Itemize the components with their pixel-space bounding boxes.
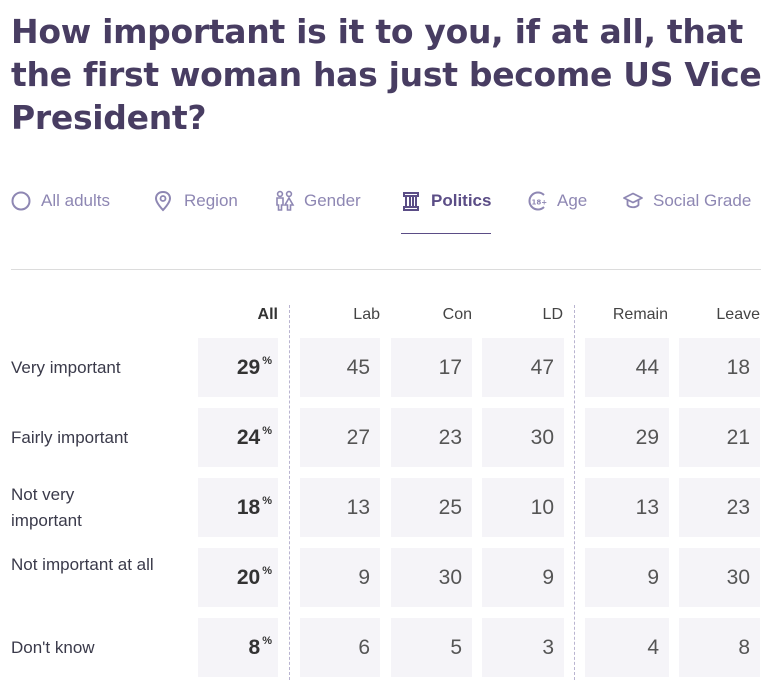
column-header-ld: LD [542,306,563,323]
table-cell-all: 8% [198,618,278,677]
graduation-cap-icon [623,192,643,209]
column-header-all: All [257,306,278,323]
row-label: Don't know [11,638,95,657]
table-cell: 13 [585,478,669,537]
tab-all-adults[interactable]: All adults [11,190,110,233]
table-cell: 21 [679,408,760,467]
tab-label: Politics [431,191,492,210]
percent-sign: % [262,565,272,577]
table-cell: 8 [679,618,760,677]
column-header-con: Con [442,306,472,323]
table-cell: 44 [585,338,669,397]
cell-value: 24 [236,425,261,449]
tab-label: Age [557,191,588,210]
tab-politics[interactable]: Politics [401,190,492,234]
tab-label: Region [184,191,238,210]
table-cell: 9 [585,548,669,607]
table-cell: 23 [679,478,760,537]
table-cell: 30 [679,548,760,607]
table-cell-all: 20% [198,548,278,607]
table-cell: 18 [679,338,760,397]
table-cell: 30 [391,548,472,607]
table-cell: 23 [391,408,472,467]
column-separator [574,305,575,680]
politics-icon [403,192,419,211]
cell-value: 29 [236,355,261,379]
column-header-leave: Leave [716,306,760,323]
gender-icon [276,190,295,211]
table-cell: 30 [482,408,564,467]
location-pin-icon [154,190,172,212]
table-cell: 4 [585,618,669,677]
table-cell-all: 24% [198,408,278,467]
table-cell: 9 [300,548,380,607]
table-cell: 29 [585,408,669,467]
table-cell: 9 [482,548,564,607]
page-title: How important is it to you, if at all, t… [11,12,762,137]
table-cell-all: 18% [198,478,278,537]
row-label: Very important [11,358,121,377]
table-cell-all: 29% [198,338,278,397]
tab-label: Social Grade [653,191,752,210]
tab-gender[interactable]: Gender [274,190,361,233]
percent-sign: % [262,495,272,507]
divider [11,269,761,270]
table-cell: 47 [482,338,564,397]
column-header-remain: Remain [612,306,668,323]
column-separator [289,305,290,680]
percent-sign: % [262,635,272,647]
percent-sign: % [262,355,272,367]
tab-age[interactable]: 18+ Age [527,190,587,233]
table-cell: 3 [482,618,564,677]
cell-value: 18 [236,495,261,519]
table-cell: 10 [482,478,564,537]
table-cell: 25 [391,478,472,537]
row-label: Not important at all [11,555,154,574]
age-icon: 18+ [528,191,548,211]
table-cell: 6 [300,618,380,677]
filter-tabs: All adults Region Gender Politics 18+ Ag… [0,190,783,234]
svg-text:18+: 18+ [532,199,548,207]
percent-sign: % [262,425,272,437]
cell-value: 8 [248,635,261,659]
table-cell: 17 [391,338,472,397]
tab-label: All adults [41,191,110,210]
table-cell: 45 [300,338,380,397]
circle-icon [11,191,31,211]
tab-social-grade[interactable]: Social Grade [623,190,751,233]
table-cell: 13 [300,478,380,537]
column-header-lab: Lab [353,306,380,323]
table-cell: 5 [391,618,472,677]
tab-region[interactable]: Region [154,190,238,233]
cell-value: 20 [236,565,261,589]
tab-label: Gender [304,191,361,210]
table-cell: 27 [300,408,380,467]
row-label: Fairly important [11,428,129,447]
row-label: Not very important [11,485,82,530]
